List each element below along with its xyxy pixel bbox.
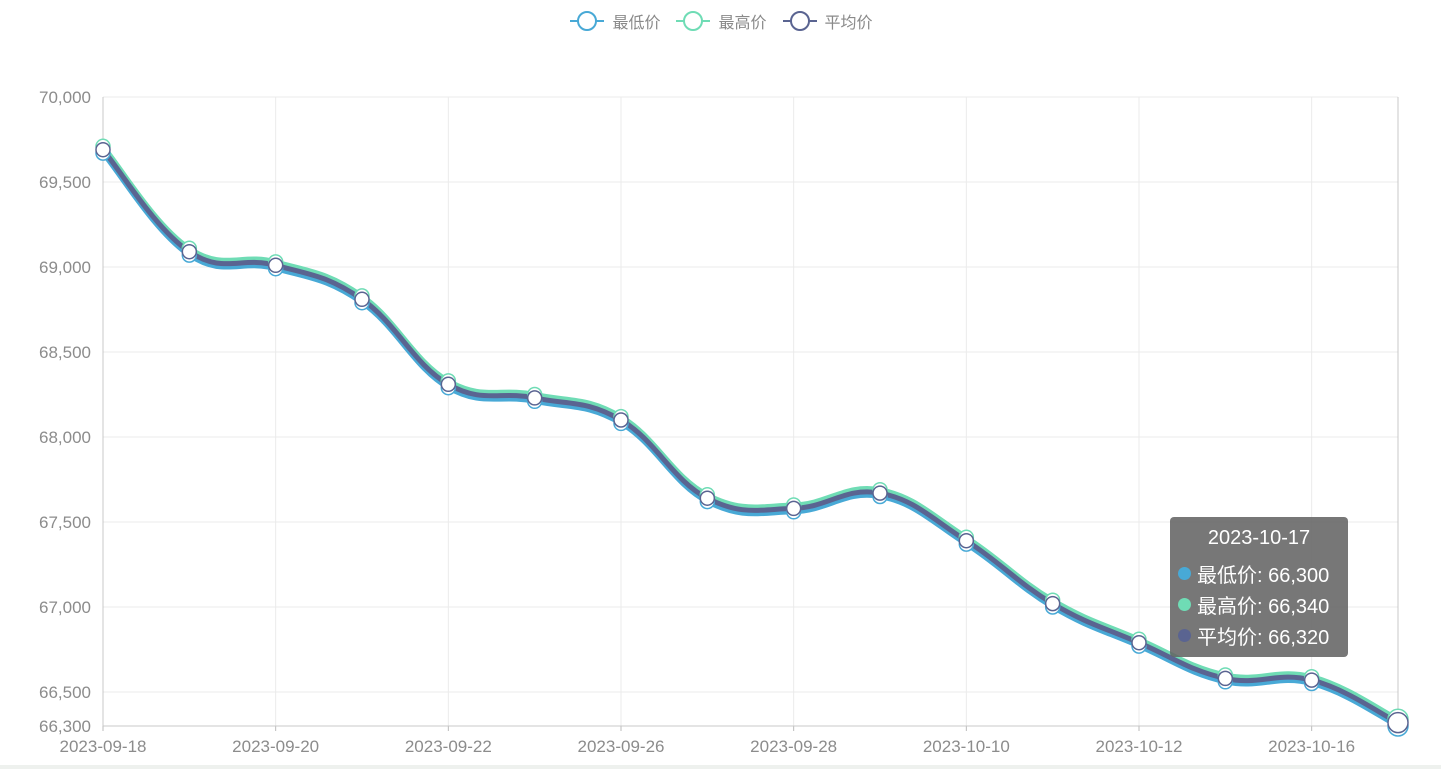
data-point-avg-price (267, 257, 284, 274)
x-tick-label: 2023-09-28 (750, 737, 837, 756)
legend-item-max-price[interactable]: 最高价 (674, 8, 767, 34)
legend-label-min-price: 最低价 (612, 15, 661, 32)
y-tick-label: 68,000 (39, 428, 91, 447)
tooltip-row-min-price: 最低价: 66,300 (1178, 558, 1340, 589)
tooltip-dot-avg-price (1178, 629, 1191, 642)
legend-marker-max-price (676, 11, 711, 31)
data-point-avg-price (354, 291, 370, 308)
y-tick-label: 69,000 (39, 258, 91, 277)
x-tick-label: 2023-09-26 (578, 737, 665, 756)
y-tick-label: 66,300 (39, 717, 91, 736)
x-tick-label: 2023-10-10 (923, 737, 1010, 756)
y-tick-label: 68,500 (39, 343, 91, 362)
data-point-avg-price (1217, 670, 1234, 687)
series-line-avg-price (100, 147, 1401, 726)
tooltip-text-max-price: 最高价: 66,340 (1197, 596, 1330, 618)
tooltip-row-max-price: 最高价: 66,340 (1178, 589, 1340, 620)
x-tick-label: 2023-09-20 (232, 737, 319, 756)
data-point-avg-price (1131, 634, 1147, 651)
series-line-min-price (100, 150, 1401, 729)
tooltip-dot-min-price (1178, 567, 1191, 580)
x-tick-label: 2023-10-16 (1268, 737, 1355, 756)
data-point-avg-price (872, 485, 888, 501)
data-point-avg-price (1044, 595, 1061, 612)
page-bottom-edge (0, 765, 1441, 769)
data-point-avg-price (440, 376, 457, 393)
chart-legend: 最低价 最高价 平均价 (0, 8, 1441, 34)
data-point-avg-price (526, 390, 543, 406)
data-point-avg-price (699, 490, 716, 506)
legend-item-avg-price[interactable]: 平均价 (781, 8, 873, 34)
data-point-avg-price (785, 500, 802, 517)
data-point-avg-price (181, 243, 198, 260)
data-point-avg-price (1387, 711, 1409, 734)
tooltip-title: 2023-10-17 (1207, 527, 1311, 549)
data-point-avg-price (95, 141, 111, 158)
x-tick-label: 2023-09-22 (405, 737, 492, 756)
tooltip-row-avg-price: 平均价: 66,320 (1178, 620, 1340, 651)
y-tick-label: 69,500 (39, 173, 91, 192)
y-tick-label: 66,500 (39, 683, 91, 702)
legend-marker-min-price (570, 11, 605, 31)
x-tick-label: 2023-09-18 (60, 737, 147, 756)
legend-marker-avg-price (782, 11, 817, 31)
data-point-avg-price (958, 532, 975, 549)
tooltip-dot-max-price (1178, 598, 1191, 611)
chart-tooltip: 2023-10-17 最低价: 66,300 最高价: 66,340 平均价: … (1170, 517, 1348, 657)
data-point-avg-price (613, 412, 629, 428)
tooltip-text-avg-price: 平均价: 66,320 (1197, 627, 1330, 649)
data-point-avg-price (1303, 672, 1320, 688)
y-tick-label: 67,500 (39, 513, 91, 532)
legend-item-min-price[interactable]: 最低价 (568, 8, 660, 34)
x-tick-label: 2023-10-12 (1096, 737, 1183, 756)
y-tick-label: 70,000 (39, 88, 91, 107)
y-tick-label: 67,000 (39, 598, 91, 617)
tooltip-text-min-price: 最低价: 66,300 (1197, 565, 1330, 587)
legend-label-avg-price: 平均价 (824, 15, 873, 32)
legend-label-max-price: 最高价 (718, 15, 767, 32)
